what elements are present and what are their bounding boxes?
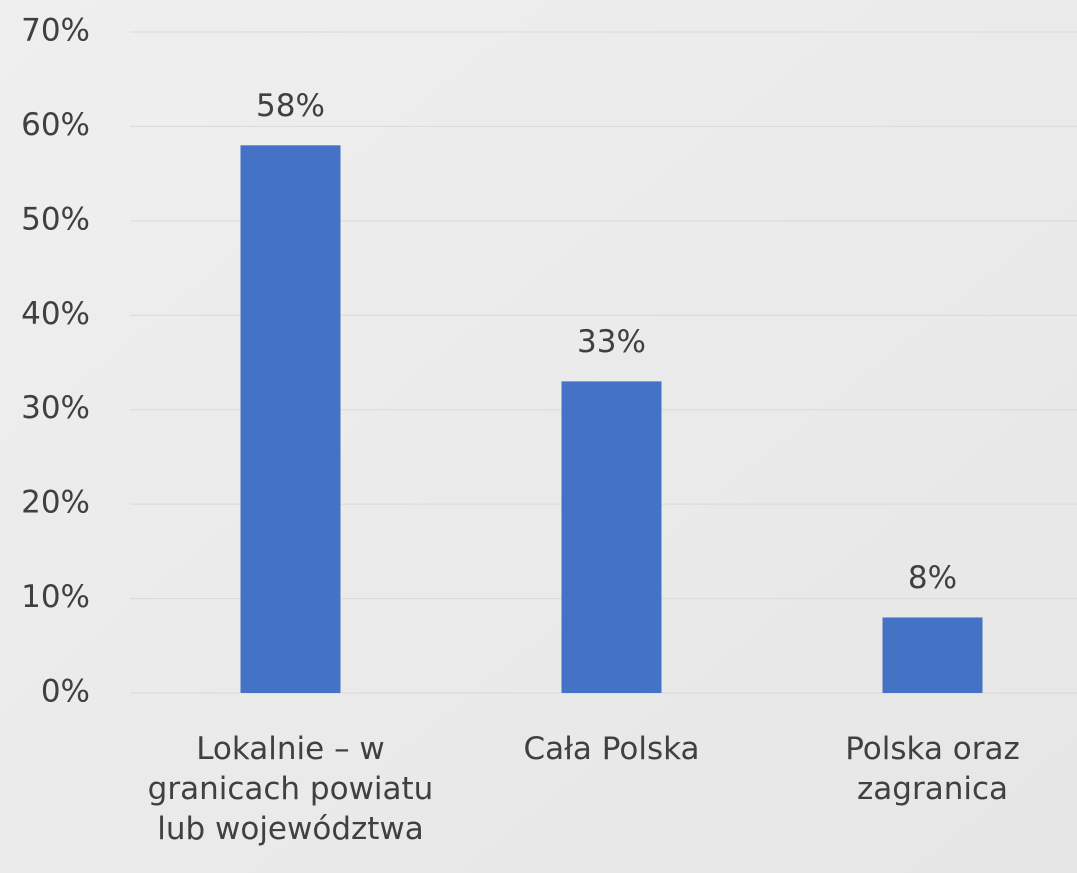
- y-tick-label: 70%: [21, 13, 90, 49]
- bar: [240, 145, 341, 694]
- y-tick-label: 20%: [21, 485, 90, 521]
- data-label: 33%: [577, 324, 646, 360]
- y-tick-label: 50%: [21, 201, 90, 237]
- x-tick-label: Polska oraz zagranica: [845, 731, 1020, 807]
- data-label: 58%: [256, 88, 325, 124]
- y-tick-label: 0%: [41, 674, 90, 710]
- y-tick-label: 40%: [21, 296, 90, 332]
- y-tick-label: 30%: [21, 390, 90, 426]
- y-tick-label: 10%: [21, 579, 90, 615]
- data-label: 8%: [908, 560, 957, 596]
- bar: [882, 617, 983, 693]
- y-tick-label: 60%: [21, 107, 90, 143]
- x-tick-label: Cała Polska: [523, 731, 699, 767]
- x-tick-label: Lokalnie – w granicach powiatu lub wojewód…: [148, 731, 434, 847]
- bar: [561, 381, 662, 693]
